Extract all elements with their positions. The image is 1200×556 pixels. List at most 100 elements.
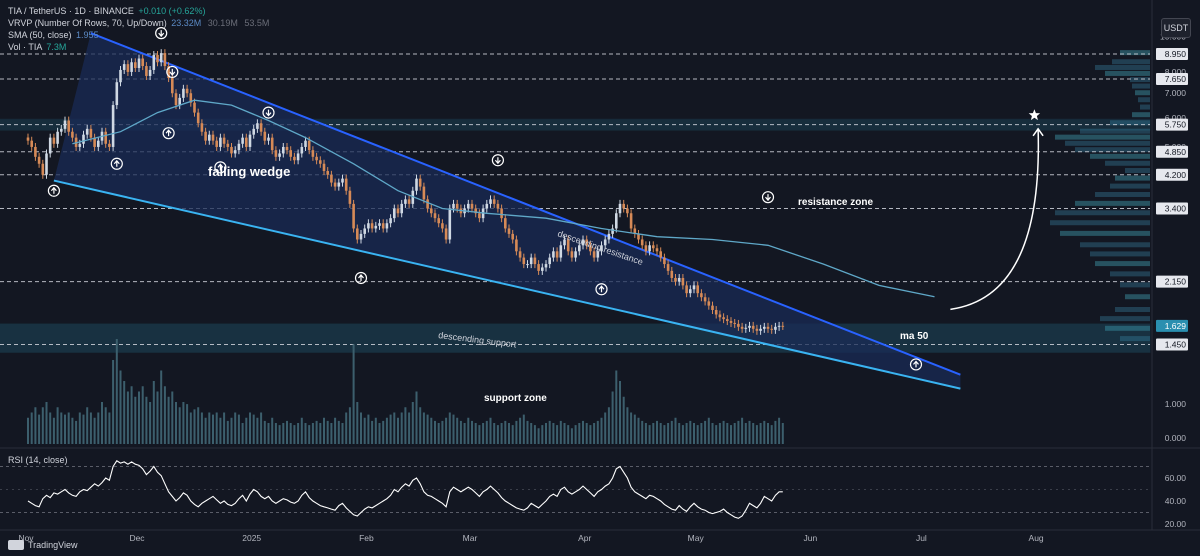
- falling-wedge-area: [53, 33, 961, 389]
- price-level-label: 4.200: [1165, 170, 1187, 180]
- projection-arrowhead: [1032, 127, 1044, 137]
- volume-bar: [308, 425, 311, 444]
- currency-button[interactable]: USDT: [1161, 18, 1191, 38]
- volume-bar: [75, 420, 78, 444]
- volume-bar: [34, 407, 37, 444]
- volume-profile-bar: [1100, 316, 1150, 322]
- candle-body: [740, 326, 744, 329]
- volume-bar: [437, 423, 440, 444]
- candle-body: [574, 251, 577, 258]
- candle-body: [374, 225, 378, 229]
- tradingview-logo: TradingView: [8, 540, 78, 550]
- candle-body: [489, 199, 492, 204]
- volume-profile: [1050, 50, 1150, 342]
- volume-bar: [226, 420, 229, 444]
- candle-body: [122, 64, 126, 70]
- candle-body: [363, 228, 366, 234]
- volume-bar: [471, 420, 473, 444]
- candle-body: [141, 58, 144, 67]
- candle-body: [115, 82, 119, 106]
- volume-bar: [593, 423, 596, 444]
- price-level-badge: [1156, 145, 1188, 158]
- candle-body: [478, 213, 481, 219]
- arrow-down-icon: [761, 191, 775, 204]
- volume-bar: [759, 423, 762, 444]
- volume-bar: [578, 423, 581, 444]
- volume-bar: [64, 414, 66, 444]
- volume-bar: [82, 414, 85, 444]
- volume-bar: [415, 391, 418, 444]
- candle-body: [504, 218, 507, 229]
- volume-profile-bar: [1055, 210, 1150, 216]
- candle-body: [93, 137, 96, 147]
- candle-body: [622, 203, 625, 209]
- volume-bar: [182, 402, 185, 444]
- volume-profile-bar: [1115, 175, 1150, 181]
- time-axis-label: Nov: [18, 533, 34, 543]
- volume-axis-label: 0.000: [1165, 433, 1187, 443]
- volume-profile-bar: [1120, 50, 1150, 56]
- candle-body: [233, 150, 237, 154]
- volume-bar: [45, 402, 48, 444]
- volume-bar: [748, 420, 751, 444]
- candle-body: [270, 137, 274, 151]
- volume-bar: [374, 417, 377, 444]
- candle-body: [67, 120, 70, 132]
- volume-bar: [567, 425, 570, 444]
- candle-body: [448, 208, 452, 240]
- volume-bar: [541, 425, 544, 444]
- candle-body: [97, 140, 100, 147]
- candle-body: [566, 239, 570, 252]
- volume-bar: [385, 417, 388, 444]
- volume-bar: [422, 412, 425, 444]
- time-axis-label: Mar: [463, 533, 478, 543]
- volume-bar: [249, 412, 251, 444]
- candle-body: [156, 54, 159, 63]
- volume-bar: [204, 417, 207, 444]
- candle-body: [385, 223, 389, 229]
- volume-bar: [141, 386, 144, 444]
- volume-bar: [175, 402, 177, 444]
- candle-body: [263, 131, 267, 141]
- candle-body: [455, 203, 459, 209]
- volume-profile-bar: [1110, 120, 1150, 126]
- volume-bar: [260, 412, 263, 444]
- volume-bar: [585, 423, 588, 444]
- candle-body: [496, 203, 500, 209]
- volume-bar: [600, 417, 603, 444]
- volume-bar: [156, 391, 159, 444]
- volume-bar: [212, 414, 214, 444]
- volume-bar: [171, 391, 174, 444]
- projection-arrow: [950, 128, 1040, 311]
- volume-bar: [186, 404, 189, 444]
- volume-profile-bar: [1135, 90, 1150, 96]
- volume-bar: [563, 423, 566, 444]
- candle-body: [663, 257, 666, 265]
- price-level-badge: [1156, 118, 1188, 131]
- volume-bar: [778, 417, 781, 444]
- volume-bar: [286, 420, 288, 444]
- volume-bar: [570, 428, 573, 444]
- volume-bar: [504, 420, 507, 444]
- candle-body: [189, 93, 193, 103]
- candle-body: [552, 251, 555, 258]
- volume-bar: [371, 420, 374, 444]
- volume-bar: [596, 420, 599, 444]
- price-level-badge: [1156, 168, 1188, 181]
- volume-bar: [659, 423, 662, 444]
- candle-body: [437, 218, 440, 224]
- candle-body: [274, 150, 278, 157]
- legend-vrvp-v2: 30.19M: [207, 18, 238, 28]
- candle-body: [171, 78, 174, 94]
- volume-bar: [744, 423, 747, 444]
- volume-bar: [152, 381, 155, 444]
- volume-bar: [234, 412, 237, 444]
- volume-bar: [78, 412, 81, 444]
- candle-body: [648, 245, 651, 252]
- volume-bar: [678, 423, 681, 444]
- candle-body: [726, 319, 729, 322]
- legend-vrvp-v3: 53.5M: [244, 18, 270, 28]
- legend-change: +0.010 (+0.62%): [138, 6, 206, 16]
- volume-bar: [685, 423, 688, 444]
- candle-body: [674, 277, 677, 282]
